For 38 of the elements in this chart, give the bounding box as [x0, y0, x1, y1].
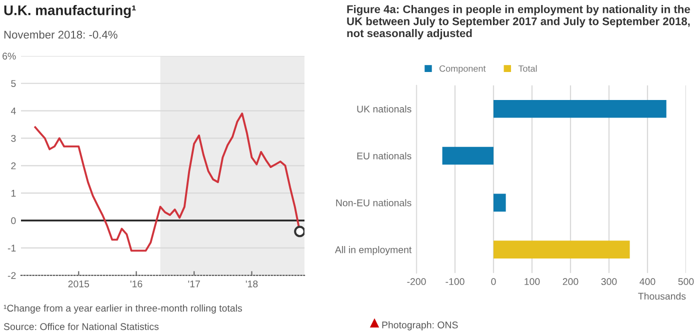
x-tick-label: '17: [188, 280, 200, 288]
y-tick-label: 0: [11, 217, 16, 224]
x-tick-label: 100: [524, 278, 540, 286]
legend-label: Component: [440, 65, 486, 74]
x-tick-label: 500: [678, 278, 694, 286]
y-tick-label: -1: [8, 244, 16, 252]
x-tick-label: 300: [601, 278, 617, 286]
chart-subtitle: November 2018: -0.4%: [4, 30, 118, 39]
y-tick-label: Non-EU nationals: [336, 199, 412, 206]
source-note: Source: Office for National Statistics: [4, 322, 159, 330]
y-tick-label: 4: [10, 108, 16, 114]
y-tick-label: -2: [8, 272, 16, 279]
bar: [494, 240, 630, 258]
y-tick-label: UK nationals: [357, 105, 412, 112]
x-axis-title: Thousands: [638, 292, 686, 300]
y-tick-label: 3: [11, 134, 16, 142]
chart-title: Figure 4a: Changes in people in employment by nationality in the UK between July to September 2017 and July to September 2018, not seasonally adjusted: [347, 5, 690, 40]
chart-title: U.K. manufacturing¹: [4, 5, 136, 18]
y-tick-label: 2: [11, 162, 16, 170]
x-tick-label: 400: [640, 278, 656, 286]
y-tick-label: 5: [11, 80, 16, 87]
x-tick-label: '16: [130, 280, 142, 288]
x-tick-label: 200: [562, 278, 578, 286]
text: ¹Change from a year earlier in three-month rolling totals: [4, 304, 242, 314]
legend-label: Total: [518, 65, 537, 72]
x-tick-label: '18: [246, 280, 258, 288]
bar: [442, 146, 494, 165]
y-tick-label: 6%: [2, 52, 16, 60]
x-tick-label: -100: [446, 278, 464, 286]
text: Photograph: ONS: [382, 321, 458, 330]
y-tick-label: EU nationals: [357, 152, 412, 160]
bar: [494, 100, 666, 118]
y-tick-label: All in employment: [334, 246, 412, 256]
y-tick-label: 1: [11, 190, 16, 197]
x-tick-label: 2015: [68, 280, 90, 288]
x-tick-label: -200: [407, 278, 426, 286]
bar: [494, 194, 506, 212]
x-tick-label: 0: [491, 278, 496, 286]
